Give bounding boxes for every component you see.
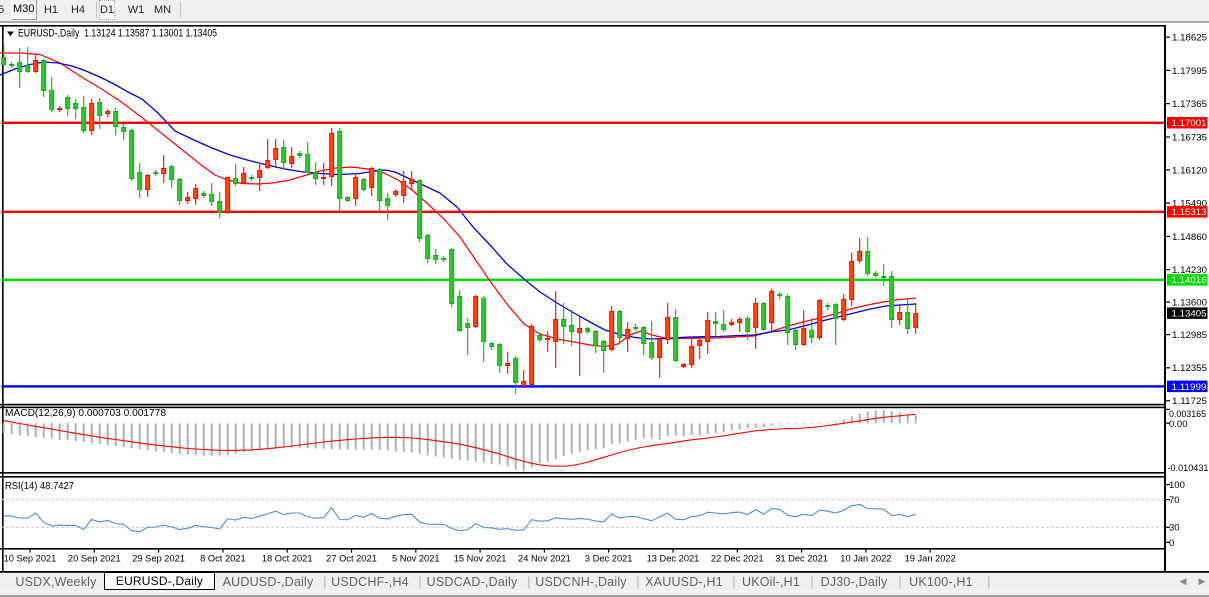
svg-text:1.14860: 1.14860 [1172, 232, 1207, 243]
svg-text:3 Dec 2021: 3 Dec 2021 [585, 554, 633, 564]
svg-text:0: 0 [1169, 538, 1174, 549]
svg-text:10 Jan 2022: 10 Jan 2022 [840, 554, 891, 564]
svg-text:5 Nov 2021: 5 Nov 2021 [392, 554, 440, 564]
svg-text:1.17365: 1.17365 [1172, 99, 1207, 110]
svg-text:1.16120: 1.16120 [1172, 165, 1207, 176]
svg-text:22 Dec 2021: 22 Dec 2021 [711, 554, 764, 564]
svg-text:100: 100 [1169, 480, 1185, 491]
svg-text:8 Oct 2021: 8 Oct 2021 [200, 554, 245, 564]
svg-text:20 Sep 2021: 20 Sep 2021 [68, 554, 121, 564]
svg-text:19 Jan 2022: 19 Jan 2022 [905, 554, 956, 564]
svg-text:1.16735: 1.16735 [1172, 132, 1207, 143]
svg-text:13 Dec 2021: 13 Dec 2021 [647, 554, 700, 564]
svg-text:0.003165: 0.003165 [1169, 409, 1206, 420]
svg-text:10 Sep 2021: 10 Sep 2021 [4, 554, 57, 564]
svg-text:EURUSD-,Daily 1.13124 1.13587: EURUSD-,Daily 1.13124 1.13587 1.13001 1.… [18, 27, 217, 39]
svg-text:30: 30 [1169, 523, 1180, 534]
svg-text:70: 70 [1169, 495, 1180, 506]
svg-text:1.13405: 1.13405 [1172, 309, 1207, 320]
svg-text:31 Dec 2021: 31 Dec 2021 [775, 554, 828, 564]
svg-text:-0.010431: -0.010431 [1168, 463, 1209, 474]
svg-text:24 Nov 2021: 24 Nov 2021 [518, 554, 571, 564]
svg-text:1.14016: 1.14016 [1172, 275, 1207, 286]
svg-text:1.14230: 1.14230 [1172, 265, 1207, 276]
svg-text:15 Nov 2021: 15 Nov 2021 [454, 554, 507, 564]
svg-text:1.12985: 1.12985 [1172, 330, 1207, 341]
svg-text:1.11725: 1.11725 [1172, 396, 1207, 407]
svg-text:1.13600: 1.13600 [1172, 297, 1207, 308]
svg-text:1.17001: 1.17001 [1172, 118, 1207, 129]
svg-text:1.18625: 1.18625 [1172, 33, 1207, 44]
svg-text:MACD(12,26,9) 0.000703 0.00177: MACD(12,26,9) 0.000703 0.001778 [5, 408, 166, 419]
svg-text:18 Oct 2021: 18 Oct 2021 [262, 554, 313, 564]
svg-text:0.00: 0.00 [1169, 419, 1188, 430]
svg-text:1.15313: 1.15313 [1172, 207, 1207, 218]
svg-text:1.17995: 1.17995 [1172, 66, 1207, 77]
svg-text:1.15490: 1.15490 [1172, 199, 1207, 210]
svg-text:1.11999: 1.11999 [1172, 382, 1207, 393]
svg-text:RSI(14) 48.7427: RSI(14) 48.7427 [5, 481, 74, 492]
svg-text:27 Oct 2021: 27 Oct 2021 [326, 554, 377, 564]
svg-text:1.12355: 1.12355 [1172, 363, 1207, 374]
svg-text:29 Sep 2021: 29 Sep 2021 [132, 554, 185, 564]
